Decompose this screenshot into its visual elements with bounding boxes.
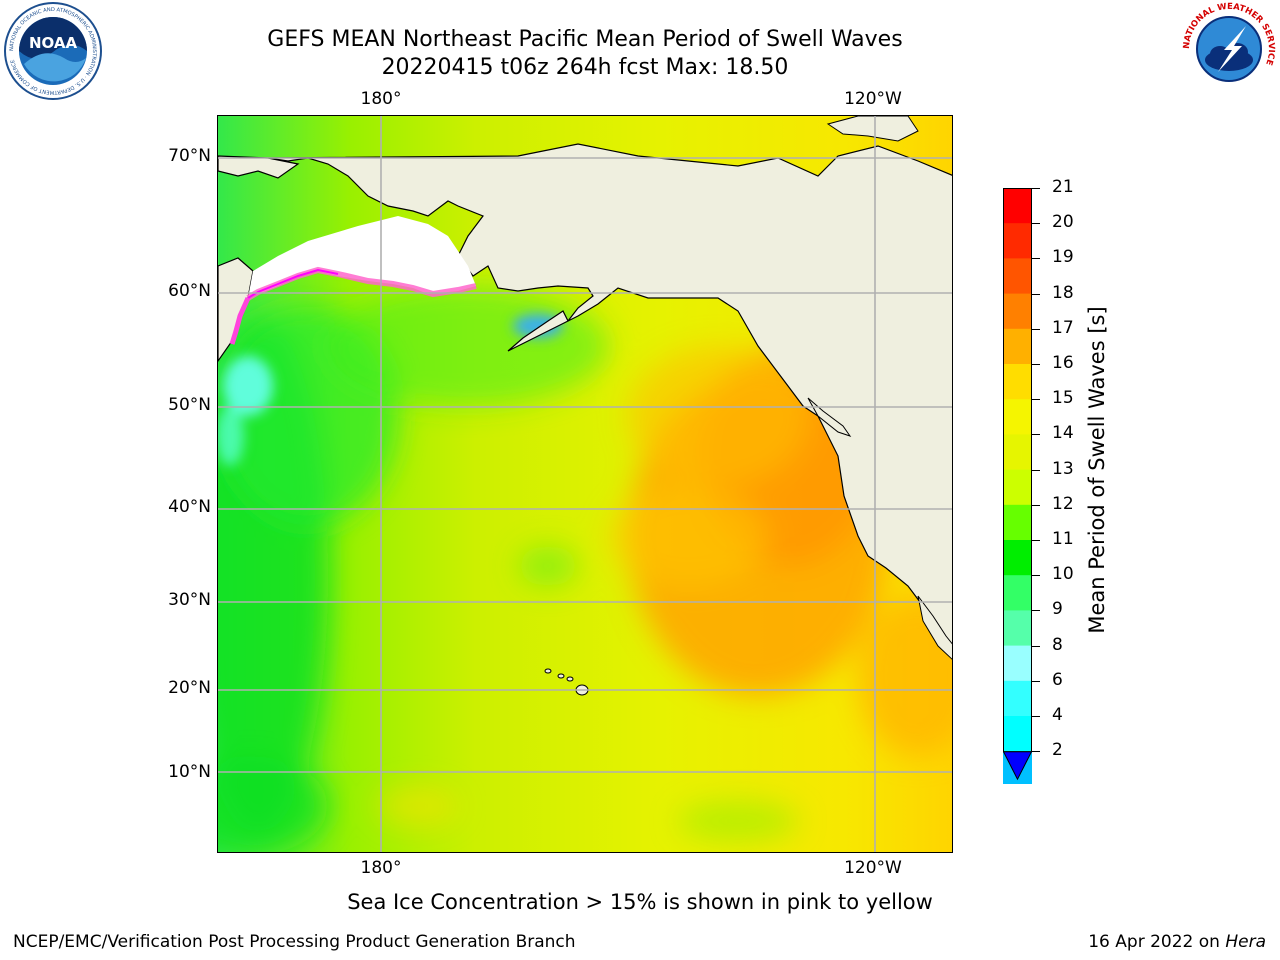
colorbar-tick-label: 2: [1052, 740, 1063, 761]
colorbar-tick-mark: [1032, 364, 1040, 365]
colorbar-segment: [1003, 575, 1032, 611]
colorbar-tick-label: 17: [1052, 317, 1074, 338]
alaska-peninsula: [507, 310, 569, 352]
colorbar-tick-label: 19: [1052, 247, 1074, 268]
lon-label-top-180: 180°: [360, 89, 402, 109]
lon-label-top-120w: 120°W: [844, 89, 902, 109]
colorbar-segment: [1003, 540, 1032, 576]
map-panel: [217, 115, 953, 853]
lat-label-60n: 60°N: [168, 281, 211, 301]
graticule: [218, 116, 952, 852]
colorbar-tick-label: 14: [1052, 423, 1074, 444]
lon-label-bottom-180: 180°: [360, 858, 402, 878]
colorbar-tick-label: 11: [1052, 529, 1074, 549]
colorbar-tick-mark: [1032, 716, 1040, 717]
lat-label-50n: 50°N: [168, 395, 211, 415]
colorbar-tick-mark: [1032, 223, 1040, 225]
colorbar-tick-label: 18: [1052, 282, 1074, 303]
colorbar-segment: [1003, 188, 1032, 224]
date-stamp: 16 Apr 2022 on Hera: [1088, 932, 1266, 952]
colorbar-tick-mark: [1032, 258, 1040, 260]
colorbar-tick-label: 21: [1052, 177, 1074, 197]
lon-label-bottom-120w: 120°W: [844, 858, 902, 878]
colorbar-tick-mark: [1032, 504, 1040, 506]
colorbar-tick-mark: [1032, 399, 1040, 401]
colorbar-segment: [1003, 716, 1032, 752]
colorbar-segment: [1003, 258, 1032, 295]
colorbar-segment: [1003, 223, 1032, 259]
colorbar-tick-label: 13: [1052, 458, 1074, 479]
noaa-logo-text: NOAA: [29, 34, 78, 52]
lat-label-20n: 20°N: [168, 678, 211, 698]
machine-name: Hera: [1225, 932, 1266, 952]
credit-text: NCEP/EMC/Verification Post Processing Pr…: [13, 932, 576, 952]
colorbar-tick-label: 8: [1052, 634, 1063, 655]
bering-sea-ice: [248, 216, 476, 298]
colorbar-tick-mark: [1032, 680, 1040, 682]
colorbar-tick-mark: [1032, 575, 1040, 577]
colorbar-segment: [1003, 434, 1032, 471]
colorbar-segment: [1003, 680, 1032, 717]
lat-label-30n: 30°N: [168, 590, 211, 610]
low-period-patches: [218, 314, 563, 466]
map-subtitle: 20220415 t06z 264h fcst Max: 18.50: [381, 55, 789, 80]
colorbar-label: Mean Period of Swell Waves [s]: [1085, 306, 1109, 634]
colorbar-segment: [1003, 364, 1032, 400]
land-arctic-island: [826, 116, 919, 142]
sea-ice-note: Sea Ice Concentration > 15% is shown in …: [0, 890, 1280, 914]
colorbar-tick-mark: [1032, 293, 1040, 295]
land-north-america: [267, 143, 952, 655]
colorbar-segment: [1003, 645, 1032, 682]
colorbar-tick-label: 10: [1052, 564, 1074, 585]
colorbar-tick-label: 6: [1052, 669, 1063, 690]
colorbar-segment: [1003, 610, 1032, 647]
land-siberia: [218, 155, 300, 179]
colorbar: [1002, 188, 1033, 787]
colorbar-tick-mark: [1032, 469, 1040, 471]
colorbar-tick-mark: [1032, 610, 1040, 612]
lat-label-10n: 10°N: [168, 762, 211, 782]
colorbar-segment: [1003, 504, 1032, 541]
lat-label-70n: 70°N: [168, 146, 211, 166]
colorbar-tick-mark: [1032, 434, 1040, 436]
colorbar-tick-label: 15: [1052, 388, 1074, 409]
colorbar-tick-label: 4: [1052, 705, 1063, 725]
colorbar-segment: [1003, 469, 1032, 506]
date-text: 16 Apr 2022 on: [1088, 932, 1226, 952]
sea-ice-tail: [229, 296, 251, 345]
colorbar-tick-mark: [1032, 188, 1040, 189]
sea-ice-note-text: Sea Ice Concentration > 15% is shown in …: [347, 890, 933, 914]
lat-label-40n: 40°N: [168, 497, 211, 517]
colorbar-segment: [1003, 328, 1032, 365]
nws-logo: NATIONAL WEATHER SERVICE: [1180, 0, 1278, 98]
colorbar-segment: [1003, 399, 1032, 435]
colorbar-tick-mark: [1032, 328, 1040, 330]
colorbar-tick-mark: [1032, 540, 1040, 541]
colorbar-tick-label: 20: [1052, 212, 1074, 233]
land-baja: [917, 595, 952, 660]
colorbar-tick-mark: [1032, 645, 1040, 647]
map-title: GEFS MEAN Northeast Pacific Mean Period …: [267, 27, 903, 52]
colorbar-tick-mark: [1032, 751, 1040, 753]
noaa-logo: NOAA NATIONAL OCEANIC AND ATMOSPHERIC AD…: [4, 2, 102, 100]
colorbar-tick-label: 12: [1052, 493, 1074, 514]
colorbar-tick-label: 9: [1052, 599, 1063, 620]
colorbar-extend-arrow: [1002, 751, 1033, 781]
colorbar-segment: [1003, 293, 1032, 330]
colorbar-tick-label: 16: [1052, 353, 1074, 373]
